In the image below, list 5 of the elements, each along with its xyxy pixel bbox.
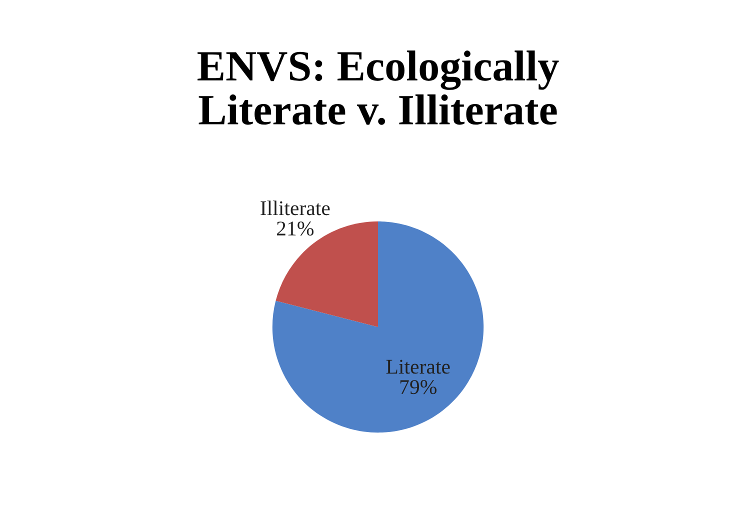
data-label: 21% <box>276 222 314 236</box>
data-label: 79% <box>400 380 437 394</box>
slice-label: Literate <box>386 360 450 374</box>
chart-title: ENVS: Ecologically Literate v. Illiterate <box>198 50 559 125</box>
slice-label: Illiterate <box>260 200 330 216</box>
